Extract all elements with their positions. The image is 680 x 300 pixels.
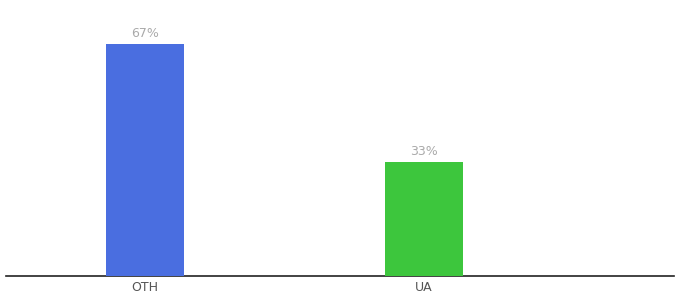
Bar	[385, 161, 462, 276]
Text: 67%: 67%	[131, 27, 159, 40]
Text: 33%: 33%	[410, 145, 437, 158]
Bar	[106, 44, 184, 276]
